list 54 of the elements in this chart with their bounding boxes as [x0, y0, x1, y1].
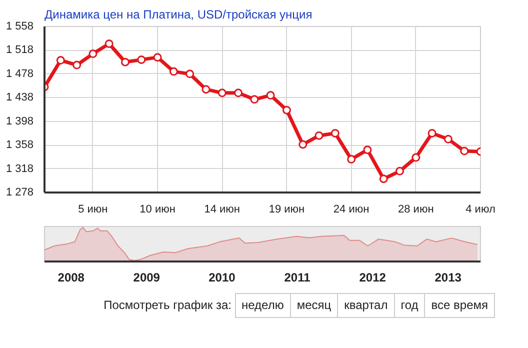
y-tick-label: 1 358 [6, 139, 34, 152]
point [412, 153, 420, 162]
point [266, 91, 275, 100]
point [72, 60, 82, 70]
x-tick-label: 10 июн [140, 204, 176, 216]
point [137, 55, 146, 64]
y-tick-label: 1 318 [6, 162, 34, 175]
point [202, 85, 210, 94]
text: все время [424, 293, 495, 318]
point [104, 39, 114, 48]
point [282, 106, 291, 114]
text: Посмотреть график за: [104, 298, 232, 312]
text: квартал [337, 293, 395, 318]
point [298, 140, 308, 149]
point [314, 131, 324, 140]
point [234, 88, 243, 98]
point [379, 174, 388, 184]
x-tick-label: 14 июн [204, 204, 240, 216]
x-tick-label: 24 июн [333, 204, 370, 216]
text: неделю [234, 293, 291, 318]
text: месяц [290, 293, 338, 318]
point [56, 56, 65, 65]
x-tick-label: 2009 [133, 270, 160, 284]
point [363, 146, 372, 154]
x-tick-label: 5 июн [78, 204, 108, 216]
x-tick-label: 2011 [284, 270, 311, 284]
y-tick-label: 1 278 [6, 186, 34, 198]
text: год [394, 293, 426, 318]
y-tick-label: 1 478 [6, 68, 34, 80]
point [347, 155, 356, 164]
point [444, 134, 452, 144]
point [169, 67, 178, 76]
x-tick-label: 2012 [359, 270, 386, 284]
x-tick-label: 2008 [58, 270, 85, 284]
point [186, 70, 194, 78]
x-tick-label: 28 июн [398, 204, 434, 216]
x-tick-label: 4 июл [466, 204, 496, 216]
x-tick-label: 19 июн [268, 204, 305, 216]
point [218, 88, 226, 98]
y-tick-label: 1 398 [6, 115, 34, 128]
point [330, 128, 340, 138]
x-tick-label: 2010 [208, 270, 236, 284]
y-tick-label: 1 438 [6, 92, 34, 104]
y-tick-label: 1 518 [6, 44, 34, 56]
point [250, 95, 259, 104]
point [428, 128, 436, 138]
point [396, 166, 404, 176]
point [88, 50, 98, 58]
x-tick-label: 2013 [434, 270, 462, 284]
point [120, 58, 130, 66]
point [153, 53, 162, 62]
point [460, 146, 469, 156]
chart-title: Динамика цен на Платина, USD/тройская унция [44, 8, 312, 22]
y-tick-label: 1 558 [6, 20, 34, 32]
